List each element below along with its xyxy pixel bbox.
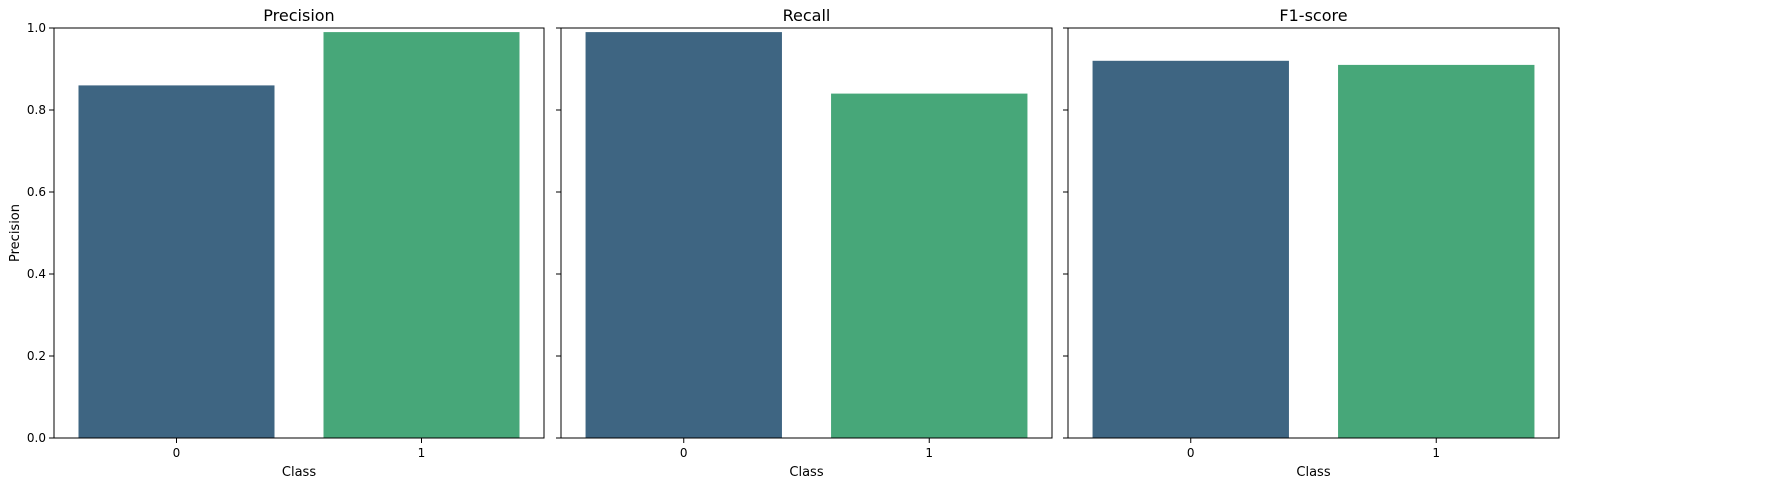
x-tick-label: 0 (680, 446, 688, 460)
bar-class-1 (831, 93, 1028, 438)
y-tick-label: 0.4 (27, 267, 46, 281)
axes-frame (1067, 27, 1560, 439)
y-tick-label: 0.8 (27, 103, 46, 117)
chart-title: Precision (263, 6, 334, 25)
chart-title: Recall (783, 6, 831, 25)
bar-class-1 (1338, 64, 1535, 439)
x-tick-label: 0 (173, 446, 181, 460)
x-axis-label: Class (282, 465, 316, 480)
axes-frame (53, 27, 545, 439)
x-tick-label: 1 (925, 446, 933, 460)
x-axis-label: Class (1296, 465, 1330, 480)
y-tick-label: 1.0 (27, 21, 46, 35)
bar-class-0 (585, 32, 782, 438)
y-tick-label: 0.2 (27, 349, 46, 363)
axes-frame (560, 27, 1053, 439)
x-tick-label: 0 (1187, 446, 1195, 460)
bar-class-0 (78, 85, 275, 439)
y-axis-label: Precision (8, 204, 23, 262)
y-tick-label: 0.6 (27, 185, 46, 199)
x-axis-label: Class (789, 465, 823, 480)
chart-title: F1-score (1279, 6, 1347, 25)
x-tick-label: 1 (1432, 446, 1440, 460)
bar-class-0 (1092, 60, 1289, 439)
bar-class-1 (323, 32, 520, 438)
y-tick-label: 0.0 (27, 431, 46, 445)
x-tick-label: 1 (418, 446, 426, 460)
